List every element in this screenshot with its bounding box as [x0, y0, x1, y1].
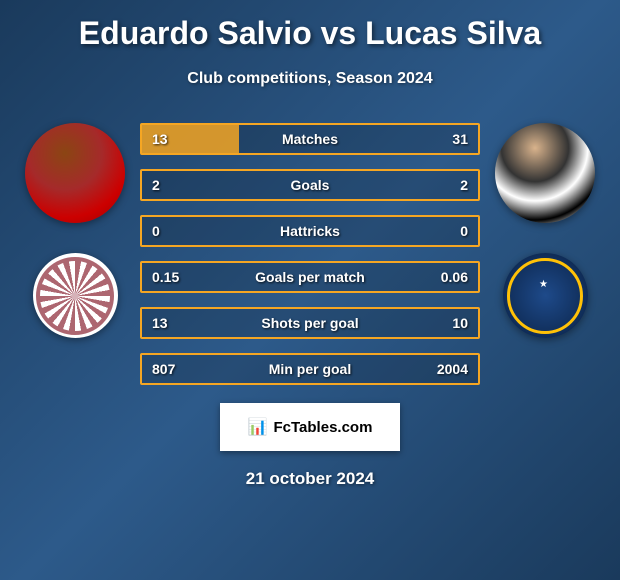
stat-row-min-per-goal: 807 Min per goal 2004 [140, 353, 480, 385]
stat-row-hattricks: 0 Hattricks 0 [140, 215, 480, 247]
stat-label: Shots per goal [261, 315, 358, 331]
player2-avatar [495, 123, 595, 223]
brand-badge: 📊 FcTables.com [220, 403, 400, 451]
right-column [495, 123, 595, 338]
stat-left-value: 0 [152, 223, 160, 239]
stat-label: Matches [282, 131, 338, 147]
stat-left-value: 2 [152, 177, 160, 193]
stat-left-value: 0.15 [152, 269, 179, 285]
page-title: Eduardo Salvio vs Lucas Silva [0, 15, 620, 52]
stat-left-value: 807 [152, 361, 175, 377]
chart-icon: 📊 [248, 417, 268, 437]
stat-right-value: 2 [460, 177, 468, 193]
stat-right-value: 10 [452, 315, 468, 331]
date-text: 21 october 2024 [0, 469, 620, 489]
comparison-card: Eduardo Salvio vs Lucas Silva Club compe… [0, 0, 620, 499]
stat-right-value: 0.06 [441, 269, 468, 285]
stat-label: Min per goal [269, 361, 351, 377]
stat-right-value: 0 [460, 223, 468, 239]
stat-row-shots-per-goal: 13 Shots per goal 10 [140, 307, 480, 339]
stat-label: Goals per match [255, 269, 365, 285]
stat-row-goals-per-match: 0.15 Goals per match 0.06 [140, 261, 480, 293]
player1-club-crest [33, 253, 118, 338]
stat-row-goals: 2 Goals 2 [140, 169, 480, 201]
stat-left-value: 13 [152, 131, 168, 147]
stat-left-value: 13 [152, 315, 168, 331]
stat-right-value: 31 [452, 131, 468, 147]
brand-text: FcTables.com [274, 419, 373, 436]
stats-list: 13 Matches 31 2 Goals 2 0 Hattricks 0 0.… [140, 123, 480, 385]
player2-club-crest [503, 253, 588, 338]
stat-right-value: 2004 [437, 361, 468, 377]
stat-label: Goals [291, 177, 330, 193]
subtitle: Club competitions, Season 2024 [0, 70, 620, 88]
left-column [25, 123, 125, 338]
content-row: 13 Matches 31 2 Goals 2 0 Hattricks 0 0.… [0, 123, 620, 385]
stat-label: Hattricks [280, 223, 340, 239]
player1-avatar [25, 123, 125, 223]
stat-row-matches: 13 Matches 31 [140, 123, 480, 155]
